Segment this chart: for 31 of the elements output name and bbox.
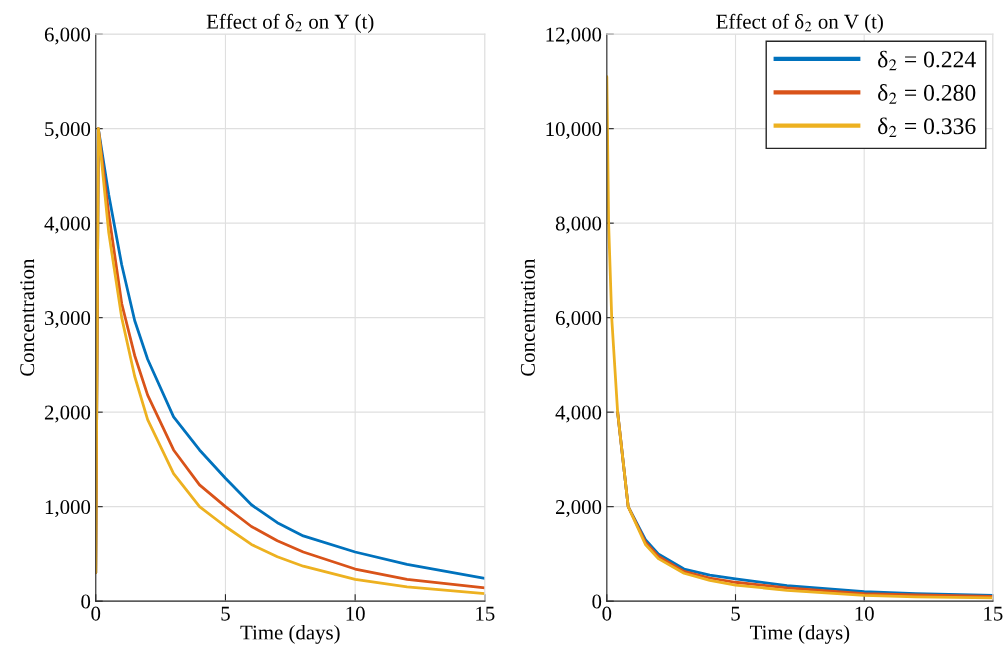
x-tick-label: 15 [984,606,1003,621]
x-axis-title: Time (days) [240,624,340,644]
y-tick-label: 4,000 [44,216,91,234]
y-tick-label: 4,000 [555,405,602,423]
y-tick-label: 5,000 [45,122,91,140]
chart-title: Effect of δ$_{2}$ on V (t) [716,13,883,33]
x-tick-label: 5 [731,606,740,621]
y-tick-label: 6,000 [44,27,91,45]
x-tick-label: 10 [346,606,365,621]
x-axis-title: Time (days) [749,624,850,644]
y-tick-label: 12,000 [546,27,602,45]
chart-title: Effect of δ$_{2}$ on Y (t) [206,13,374,33]
legend-label: δ$_{2}$ = 0.336 [878,117,976,138]
x-tick-label: 15 [476,606,495,621]
x-tick-label: 5 [221,606,230,621]
y-tick-label: 1,000 [45,500,91,518]
y-tick-label: 0 [81,594,91,609]
legend-label: δ$_{2}$ = 0.224 [878,50,976,71]
x-tick-label: 0 [602,606,612,621]
y-tick-label: 2,000 [44,405,91,423]
y-tick-label: 6,000 [555,311,602,329]
x-tick-label: 10 [855,606,874,621]
y-tick-label: 3,000 [45,311,91,329]
y-tick-label: 8,000 [555,216,602,234]
y-tick-label: 2,000 [555,500,602,518]
x-tick-label: 0 [91,606,101,621]
y-axis-title: Concentration [520,258,535,376]
y-axis-title: Concentration [20,258,35,376]
y-tick-label: 10,000 [546,122,602,140]
legend-label: δ$_{2}$ = 0.280 [878,84,976,104]
y-tick-label: 0 [592,594,602,609]
